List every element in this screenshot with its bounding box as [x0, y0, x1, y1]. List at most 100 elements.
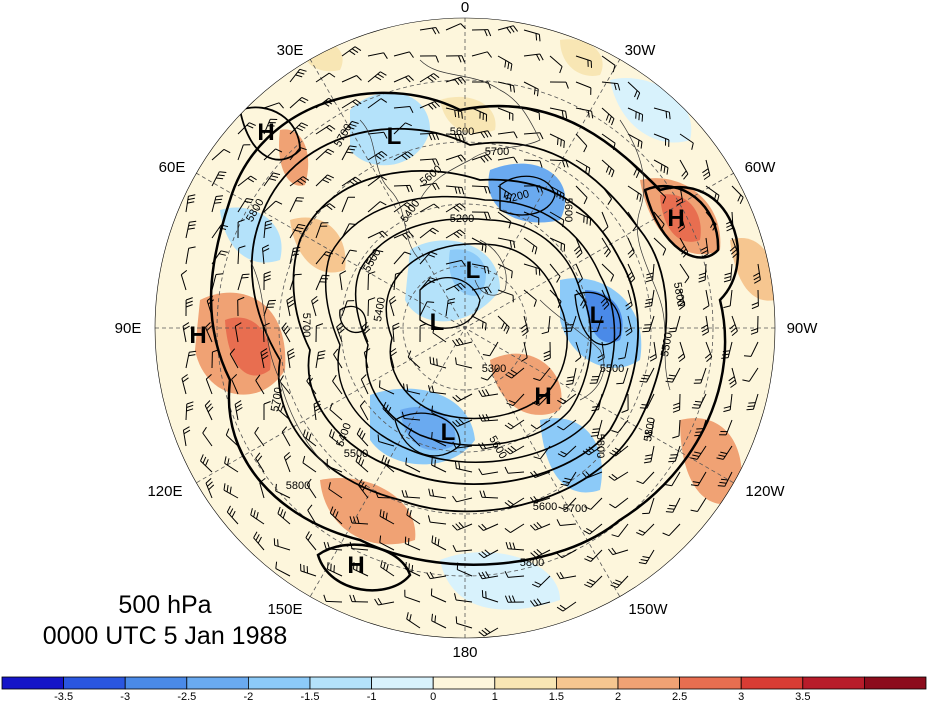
wind-barb	[315, 174, 335, 187]
wind-barb	[281, 322, 291, 343]
wind-barb	[341, 46, 362, 57]
contour-label: 5300	[482, 363, 506, 375]
wind-barb	[731, 185, 744, 205]
wind-barb	[237, 144, 251, 161]
wind-barb	[679, 159, 689, 180]
wind-barb	[419, 27, 440, 35]
wind-barb	[723, 289, 733, 309]
wind-barb	[591, 393, 603, 412]
wind-barb	[504, 523, 525, 534]
wind-barb	[419, 73, 440, 83]
wind-barb	[691, 393, 707, 409]
wind-barb	[363, 348, 371, 369]
wind-barb	[505, 367, 525, 379]
colorbar-box	[247, 676, 311, 690]
wind-barb	[211, 171, 227, 187]
wind-barb	[281, 426, 291, 447]
wind-barb	[575, 159, 591, 176]
wind-barb	[336, 322, 345, 343]
wind-barb	[601, 81, 621, 91]
wind-barb	[557, 419, 577, 431]
wind-barb	[729, 315, 738, 336]
wind-barb	[584, 549, 603, 562]
lon-label-30e: 30E	[277, 42, 304, 59]
wind-barb	[610, 575, 629, 589]
wind-barb	[181, 374, 189, 395]
wind-barb	[361, 322, 371, 343]
wind-barb	[743, 341, 759, 357]
lon-label-150w: 150W	[628, 601, 668, 618]
high-pressure-marker: H	[534, 383, 551, 410]
wind-barb	[445, 185, 465, 195]
wind-barb	[549, 211, 565, 228]
wind-barb	[471, 29, 492, 37]
wind-barb	[751, 289, 759, 310]
contour-label: 5500	[600, 363, 624, 375]
wind-barb	[653, 159, 669, 175]
wind-barb	[471, 263, 490, 274]
wind-barb	[653, 185, 667, 204]
height-contour-5200	[499, 175, 556, 216]
colorbar-tick-label: 2	[615, 691, 621, 702]
wind-barb	[611, 419, 629, 434]
wind-barb	[283, 452, 292, 473]
wind-barb	[182, 426, 191, 447]
wind-barb	[690, 471, 707, 487]
coastline	[359, 119, 421, 261]
wind-barb	[315, 124, 336, 135]
colorbar-box	[63, 676, 126, 690]
wind-barb	[353, 562, 369, 577]
contour-label: 5800	[671, 281, 687, 307]
wind-barb	[200, 454, 213, 473]
positive-anomaly-region	[320, 478, 416, 545]
wind-barb	[389, 295, 397, 317]
low-pressure-marker: L	[466, 257, 481, 284]
wind-barb	[341, 99, 362, 109]
wind-barb	[306, 374, 317, 395]
wind-barb	[625, 289, 633, 311]
wind-barb	[676, 289, 686, 310]
wind-barb	[638, 549, 655, 565]
wind-barb	[341, 223, 357, 239]
wind-barb	[315, 323, 324, 343]
colorbar-box	[802, 676, 865, 690]
lon-label-90w: 90W	[787, 320, 819, 337]
wind-barb	[523, 81, 539, 97]
wind-barb	[627, 107, 644, 122]
wind-barb	[327, 562, 343, 577]
wind-barb	[609, 445, 629, 457]
colorbar-box	[864, 676, 927, 690]
low-pressure-marker: L	[590, 302, 605, 329]
wind-barb	[653, 107, 671, 120]
contour-label: 5400	[372, 296, 388, 322]
wind-barb	[445, 229, 466, 239]
wind-barb	[323, 594, 343, 603]
wind-barb	[263, 299, 276, 317]
height-contour-low	[574, 291, 622, 346]
wind-barb	[668, 315, 681, 333]
wind-barb	[575, 289, 587, 309]
wind-barb	[287, 348, 296, 369]
wind-barb	[478, 627, 499, 637]
wind-barb	[445, 133, 465, 142]
wind-barb	[523, 263, 541, 276]
wind-barb	[573, 237, 583, 258]
wind-barb	[471, 154, 492, 163]
wind-barb	[260, 348, 269, 369]
wind-barb	[532, 393, 551, 406]
wind-barb	[728, 367, 737, 388]
lon-label-120e: 120E	[147, 483, 182, 500]
wind-barb	[205, 478, 215, 499]
wind-barb	[431, 535, 447, 551]
wind-barb	[556, 571, 577, 580]
wind-barb	[445, 259, 466, 267]
lon-label-120w: 120W	[745, 483, 785, 500]
wind-barb	[231, 374, 239, 395]
wind-barb	[419, 203, 440, 213]
wind-barb	[341, 145, 357, 161]
wind-barb	[575, 263, 583, 284]
wind-barb	[608, 471, 629, 481]
colorbar-tick-labels: -3.5 -3 -2.5 -2 -1.5 -1 0 1 1.5 2 2.5 3 3.5	[54, 691, 810, 702]
wind-barb	[237, 245, 246, 265]
